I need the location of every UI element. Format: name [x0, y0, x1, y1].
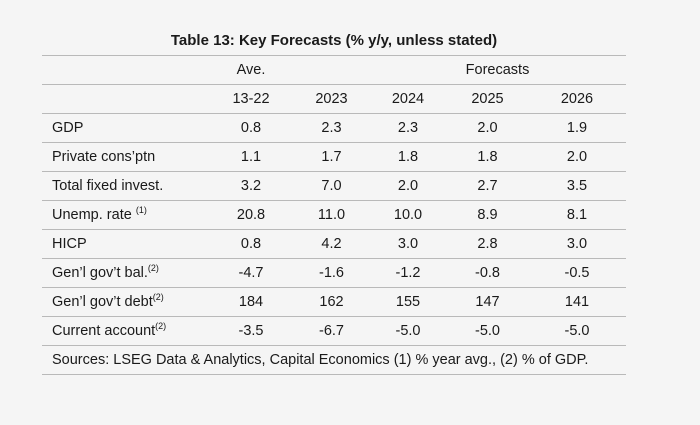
- table-row: Gen’l gov’t debt(2) 184 162 155 147 141: [42, 287, 626, 317]
- table-cell: -0.8: [447, 258, 528, 288]
- header-blank: [42, 84, 208, 114]
- table-row: Private cons’ptn 1.1 1.7 1.8 1.8 2.0: [42, 142, 626, 172]
- table-row: Unemp. rate (1) 20.8 11.0 10.0 8.9 8.1: [42, 200, 626, 230]
- table-cell: 2.7: [447, 171, 528, 201]
- table-cell: 141: [528, 287, 626, 317]
- table-row: HICP 0.8 4.2 3.0 2.8 3.0: [42, 229, 626, 259]
- table-cell: 2.0: [369, 171, 447, 201]
- header-blank: [294, 55, 369, 85]
- row-label: Current account(2): [42, 316, 208, 346]
- header-columns-row: 13-22 2023 2024 2025 2026: [42, 84, 626, 114]
- header-forecasts-group: Forecasts: [369, 55, 626, 85]
- table-cell: 184: [208, 287, 294, 317]
- row-label: Private cons’ptn: [42, 142, 208, 172]
- table-row: Total fixed invest. 3.2 7.0 2.0 2.7 3.5: [42, 171, 626, 201]
- row-footnote-marker: (1): [135, 205, 147, 215]
- table-cell: 3.0: [369, 229, 447, 259]
- table-title: Table 13: Key Forecasts (% y/y, unless s…: [170, 32, 498, 49]
- row-label-text: Unemp. rate: [52, 207, 136, 223]
- table-cell: 1.8: [369, 142, 447, 172]
- table-cell: 7.0: [294, 171, 369, 201]
- table-cell: 1.9: [528, 113, 626, 143]
- table-cell: -5.0: [528, 316, 626, 346]
- table-row: Gen’l gov’t bal.(2) -4.7 -1.6 -1.2 -0.8 -0.5: [42, 258, 626, 288]
- column-header: 2024: [369, 84, 447, 114]
- table-cell: -1.2: [369, 258, 447, 288]
- row-label-text: Gen’l gov’t debt: [52, 294, 153, 310]
- table-cell: -5.0: [447, 316, 528, 346]
- table-cell: 155: [369, 287, 447, 317]
- column-header: 2023: [294, 84, 369, 114]
- table-cell: 1.7: [294, 142, 369, 172]
- header-average-group: Ave.: [208, 55, 294, 85]
- table-cell: 0.8: [208, 113, 294, 143]
- row-label-text: Current account: [52, 323, 156, 339]
- table-cell: 8.1: [528, 200, 626, 230]
- table-cell: -0.5: [528, 258, 626, 288]
- column-header: 2025: [447, 84, 528, 114]
- table-cell: 3.0: [528, 229, 626, 259]
- table-cell: 2.0: [447, 113, 528, 143]
- row-footnote-marker: (2): [147, 263, 159, 273]
- source-note: Sources: LSEG Data & Analytics, Capital …: [42, 345, 626, 375]
- table-cell: 2.3: [294, 113, 369, 143]
- table-cell: 10.0: [369, 200, 447, 230]
- table-cell: -4.7: [208, 258, 294, 288]
- table-cell: -1.6: [294, 258, 369, 288]
- row-label-text: Gen’l gov’t bal.: [52, 265, 148, 281]
- header-blank: [42, 55, 208, 85]
- table-cell: 2.3: [369, 113, 447, 143]
- row-label: Gen’l gov’t bal.(2): [42, 258, 208, 288]
- table-cell: 20.8: [208, 200, 294, 230]
- row-label-text: Total fixed invest.: [52, 178, 164, 194]
- table-cell: 2.0: [528, 142, 626, 172]
- table-row: Current account(2) -3.5 -6.7 -5.0 -5.0 -5.0: [42, 316, 626, 346]
- source-row: Sources: LSEG Data & Analytics, Capital …: [42, 345, 626, 375]
- table-cell: 4.2: [294, 229, 369, 259]
- row-label-text: HICP: [52, 236, 87, 252]
- row-footnote-marker: (2): [152, 292, 164, 302]
- table-cell: 0.8: [208, 229, 294, 259]
- table-cell: -3.5: [208, 316, 294, 346]
- table-cell: 3.2: [208, 171, 294, 201]
- table-cell: -6.7: [294, 316, 369, 346]
- row-label: GDP: [42, 113, 208, 143]
- table-cell: -5.0: [369, 316, 447, 346]
- header-group-row: Ave. Forecasts: [42, 55, 626, 85]
- table-cell: 2.8: [447, 229, 528, 259]
- row-label: Total fixed invest.: [42, 171, 208, 201]
- table-cell: 11.0: [294, 200, 369, 230]
- forecast-table: Ave. Forecasts 13-22 2023 2024 2025 2026…: [42, 55, 626, 375]
- table-cell: 1.8: [447, 142, 528, 172]
- row-footnote-marker: (2): [155, 321, 167, 331]
- table-cell: 147: [447, 287, 528, 317]
- row-label: Unemp. rate (1): [42, 200, 208, 230]
- column-header: 13-22: [208, 84, 294, 114]
- row-label-text: Private cons’ptn: [52, 149, 156, 165]
- row-label: HICP: [42, 229, 208, 259]
- row-label: Gen’l gov’t debt(2): [42, 287, 208, 317]
- column-header: 2026: [528, 84, 626, 114]
- row-label-text: GDP: [52, 120, 84, 136]
- table-cell: 162: [294, 287, 369, 317]
- table-cell: 3.5: [528, 171, 626, 201]
- table-row: GDP 0.8 2.3 2.3 2.0 1.9: [42, 113, 626, 143]
- table-cell: 1.1: [208, 142, 294, 172]
- table-cell: 8.9: [447, 200, 528, 230]
